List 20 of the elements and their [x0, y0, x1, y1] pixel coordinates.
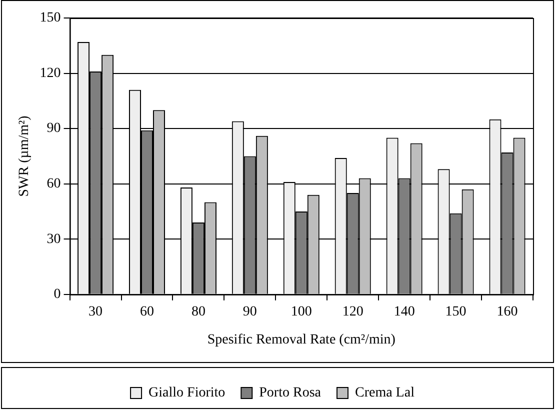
x-tick-label: 150 — [445, 304, 466, 320]
y-tick-label: 30 — [46, 232, 61, 247]
x-tick-label: 120 — [342, 304, 364, 320]
legend-label: Porto Rosa — [259, 386, 322, 401]
x-tick-label: 90 — [242, 304, 257, 320]
x-axis-title: Spesific Removal Rate (cm²/min) — [207, 332, 396, 348]
x-tick-label: 30 — [88, 304, 103, 320]
x-tick-label: 140 — [394, 304, 415, 320]
legend-label: Giallo Fiorito — [148, 386, 226, 401]
y-tick-label: 90 — [46, 121, 61, 136]
legend-label: Crema Lal — [354, 386, 415, 401]
x-tick-label: 80 — [191, 304, 206, 320]
x-tick-label: 160 — [496, 304, 518, 320]
y-tick-label: 120 — [40, 66, 61, 81]
y-tick-label: 150 — [40, 10, 61, 26]
y-tick-label: 60 — [46, 176, 61, 192]
y-axis-title: SWR (µm/m²) — [17, 115, 32, 197]
x-tick-label: 100 — [290, 304, 312, 320]
x-tick-label: 60 — [140, 304, 154, 320]
y-tick-label: 0 — [54, 287, 61, 302]
